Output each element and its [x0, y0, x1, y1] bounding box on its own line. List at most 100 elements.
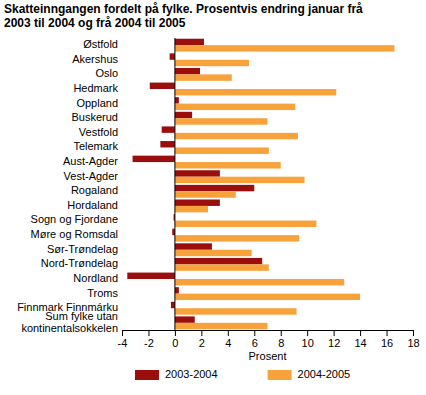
category-label: Oppland	[76, 97, 118, 109]
tick: 12	[328, 330, 340, 349]
tick-mark	[281, 330, 282, 336]
category-label: Oslo	[95, 67, 118, 79]
tick: 14	[354, 330, 366, 349]
tick-label: 10	[302, 337, 314, 349]
tick-mark	[175, 330, 176, 336]
category-label: Sogn og Fjordane	[31, 213, 118, 225]
x-axis-line	[123, 330, 414, 331]
bar	[175, 68, 200, 74]
title: Skatteinngangen fordelt på fylke. Prosen…	[4, 2, 363, 16]
category-label: Møre og Romsdal	[31, 228, 118, 240]
tick: 6	[252, 330, 258, 349]
bar	[175, 235, 299, 241]
category-label: Sør-Trøndelag	[47, 243, 118, 255]
category-label: Rogaland	[71, 184, 118, 196]
category-label: Østfold	[83, 38, 118, 50]
category-label: Aust-Agder	[63, 155, 118, 167]
bar	[175, 74, 232, 80]
bar	[175, 221, 317, 227]
tick-label: 12	[328, 337, 340, 349]
bar	[175, 206, 208, 212]
bar	[127, 273, 175, 279]
category-label: Nordland	[73, 272, 118, 284]
category-axis-line	[174, 38, 175, 330]
chart: Skatteinngangen fordelt på fylke. Prosen…	[0, 0, 426, 395]
legend-swatch	[135, 370, 159, 380]
bar	[175, 89, 336, 95]
bar	[170, 53, 175, 59]
legend-label: 2003-2004	[165, 368, 218, 380]
tick-label: 6	[252, 337, 258, 349]
tick: 8	[278, 330, 284, 349]
bar	[175, 177, 305, 183]
tick-mark	[307, 330, 308, 336]
tick: 18	[407, 330, 419, 349]
tick: -4	[118, 330, 128, 349]
bar	[175, 118, 268, 124]
tick-mark	[334, 330, 335, 336]
tick-mark	[254, 330, 255, 336]
tick-label: 16	[381, 337, 393, 349]
x-axis-title: Prosent	[249, 350, 287, 362]
bar	[175, 250, 252, 256]
tick: 4	[225, 330, 231, 349]
category-label: Nord-Trøndelag	[41, 257, 118, 269]
tick-mark	[360, 330, 361, 336]
tick-mark	[228, 330, 229, 336]
bar	[162, 126, 175, 132]
tick-label: 4	[225, 337, 231, 349]
tick: 10	[302, 330, 314, 349]
category-label: Sum fylke utankontinentalsokkelen	[21, 310, 118, 334]
category-label: Hedmark	[73, 82, 118, 94]
tick-label: 18	[407, 337, 419, 349]
bar	[175, 147, 269, 153]
tick-mark	[413, 330, 414, 336]
tick: 16	[381, 330, 393, 349]
category-label: Akershus	[72, 53, 118, 65]
tick-label: 14	[354, 337, 366, 349]
tick-label: 2	[199, 337, 205, 349]
bar	[160, 141, 175, 147]
bar	[175, 60, 249, 66]
bar	[175, 39, 204, 45]
tick: -2	[144, 330, 154, 349]
bar	[175, 97, 179, 103]
bar	[175, 170, 220, 176]
bar	[175, 279, 344, 285]
bar	[175, 191, 236, 197]
bar	[175, 162, 281, 168]
bar	[175, 104, 295, 110]
x-axis: -4 -2 0 2 4 6 8 10 12 14 16 18	[118, 330, 420, 349]
legend-label: 2004-2005	[298, 368, 351, 380]
bar	[175, 258, 262, 264]
bar	[175, 287, 179, 293]
tick-label: 8	[278, 337, 284, 349]
title: 2003 til 2004 og frå 2004 til 2005	[4, 16, 186, 30]
bar	[175, 243, 212, 249]
legend: 2003-2004 2004-2005	[135, 368, 350, 380]
bar	[175, 185, 254, 191]
bar	[175, 45, 395, 51]
category-label: Troms	[87, 287, 118, 299]
tick: 2	[199, 330, 205, 349]
category-label: Buskerud	[72, 111, 118, 123]
tick-mark	[387, 330, 388, 336]
bar	[175, 294, 360, 300]
bar	[175, 316, 195, 322]
category-label: Hordaland	[67, 199, 118, 211]
bars	[127, 39, 394, 330]
tick: 0	[172, 330, 178, 349]
bar	[175, 112, 192, 118]
bar	[150, 83, 175, 89]
bar	[175, 133, 298, 139]
tick-mark	[148, 330, 149, 336]
bar	[175, 199, 220, 205]
tick-mark	[122, 330, 123, 336]
bar	[171, 302, 175, 308]
tick-label: -2	[144, 337, 154, 349]
category-label: Telemark	[73, 140, 118, 152]
bar	[175, 308, 297, 314]
bar	[175, 264, 269, 270]
category-label: Vest-Agder	[64, 170, 119, 182]
bar	[175, 323, 268, 329]
